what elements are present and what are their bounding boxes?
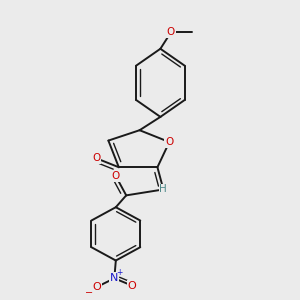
Text: O: O bbox=[112, 171, 120, 181]
Text: O: O bbox=[92, 282, 101, 292]
Text: O: O bbox=[165, 137, 173, 147]
Text: H: H bbox=[160, 184, 167, 194]
Text: O: O bbox=[92, 153, 101, 163]
Text: N: N bbox=[110, 273, 118, 283]
Text: O: O bbox=[128, 281, 136, 291]
Text: +: + bbox=[116, 268, 123, 278]
Text: −: − bbox=[85, 287, 93, 298]
Text: O: O bbox=[167, 28, 175, 38]
